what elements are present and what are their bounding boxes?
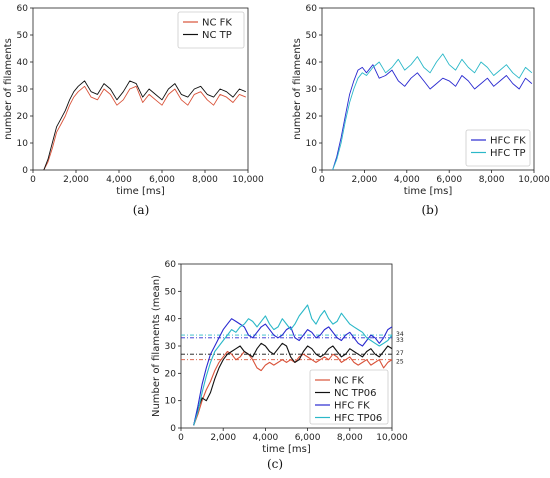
- y-tick-label: 40: [306, 58, 318, 68]
- chart-panel-a: 0 2,000 4,000 6,000 8,000 10,000 0 10 20 30 40 50 60…: [3, 4, 264, 217]
- y-tick-label: 20: [17, 112, 29, 122]
- series-line-nc-fk: [43, 85, 246, 170]
- y-tick-label: 60: [165, 260, 177, 270]
- y-tick-label: 0: [311, 166, 317, 176]
- mean-line-label: 25: [396, 359, 404, 366]
- mean-line-label: 34: [396, 331, 404, 338]
- y-axis-label: Number of filaments (mean): [151, 275, 162, 417]
- x-tick-label: 0: [30, 175, 36, 185]
- y-tick-label: 30: [17, 85, 29, 95]
- x-tick-label: 10,000: [376, 433, 408, 443]
- chart-panel-b: 0 2,000 4,000 6,000 8,000 10,000 0 10 20 30 40 50 60…: [292, 4, 550, 217]
- y-tick-label: 30: [306, 85, 318, 95]
- x-axis-label: time [ms]: [404, 186, 453, 197]
- x-tick-label: 6,000: [149, 175, 175, 185]
- y-tick-label: 20: [306, 112, 318, 122]
- y-tick-label: 50: [17, 31, 29, 41]
- series-line-nc-tp06: [193, 342, 392, 426]
- x-tick-label: 8,000: [192, 175, 218, 185]
- y-tick-label: 10: [165, 397, 177, 407]
- x-tick-label: 10,000: [232, 175, 264, 185]
- y-axis-label: number of filaments: [3, 38, 14, 140]
- x-axis-label: time [ms]: [262, 444, 311, 455]
- x-tick-label: 10,000: [518, 175, 550, 185]
- x-tick-label: 8,000: [337, 433, 363, 443]
- mean-line-label: 33: [396, 337, 404, 344]
- series-line-hfc-fk: [332, 64, 533, 170]
- legend-label: NC FK: [334, 376, 364, 387]
- series-line-hfc-tp: [332, 53, 533, 170]
- legend-label: NC TP: [202, 30, 232, 41]
- x-tick-label: 4,000: [106, 175, 132, 185]
- series-line-nc-fk: [193, 350, 392, 426]
- x-tick-label: 8,000: [479, 175, 505, 185]
- y-tick-label: 0: [170, 424, 176, 434]
- mean-line-label: 27: [396, 350, 404, 357]
- y-tick-label: 50: [306, 31, 318, 41]
- legend-label: NC FK: [202, 18, 232, 29]
- series-line-hfc-fk: [193, 318, 392, 426]
- y-axis-label: number of filaments: [292, 38, 303, 140]
- series-line-nc-tp: [43, 80, 246, 170]
- x-tick-label: 2,000: [210, 433, 236, 443]
- y-tick-label: 50: [165, 287, 177, 297]
- y-tick-label: 10: [17, 139, 29, 149]
- y-tick-label: 60: [306, 4, 318, 14]
- legend-box: [309, 369, 389, 425]
- legend-label: HFC TP06: [334, 413, 382, 424]
- chart-panel-c: 0 2,000 4,000 6,000 8,000 10,000 0 10 20 30 40 50 60…: [151, 260, 408, 471]
- x-tick-label: 4,000: [394, 175, 420, 185]
- panel-caption: (b): [421, 203, 438, 217]
- y-tick-label: 40: [17, 58, 29, 68]
- y-tick-label: 30: [165, 342, 177, 352]
- x-tick-label: 0: [319, 175, 325, 185]
- x-tick-label: 6,000: [436, 175, 462, 185]
- y-tick-label: 40: [165, 315, 177, 325]
- x-tick-label: 2,000: [63, 175, 89, 185]
- legend-label: HFC FK: [490, 136, 526, 147]
- legend-box: [465, 129, 531, 167]
- y-tick-label: 60: [17, 4, 29, 14]
- legend-label: NC TP06: [334, 388, 377, 399]
- series-line-hfc-tp06: [193, 304, 392, 426]
- x-tick-label: 0: [178, 433, 184, 443]
- y-tick-label: 20: [165, 369, 177, 379]
- y-tick-label: 0: [22, 166, 28, 176]
- x-tick-label: 2,000: [352, 175, 378, 185]
- x-tick-label: 4,000: [253, 433, 279, 443]
- panel-caption: (a): [133, 203, 150, 217]
- x-axis-label: time [ms]: [116, 186, 165, 197]
- y-tick-label: 10: [306, 139, 318, 149]
- legend-box: [177, 11, 245, 49]
- x-tick-label: 6,000: [295, 433, 321, 443]
- legend-label: HFC FK: [334, 401, 370, 412]
- legend-label: HFC TP: [490, 148, 526, 159]
- panel-caption: (c): [267, 457, 283, 471]
